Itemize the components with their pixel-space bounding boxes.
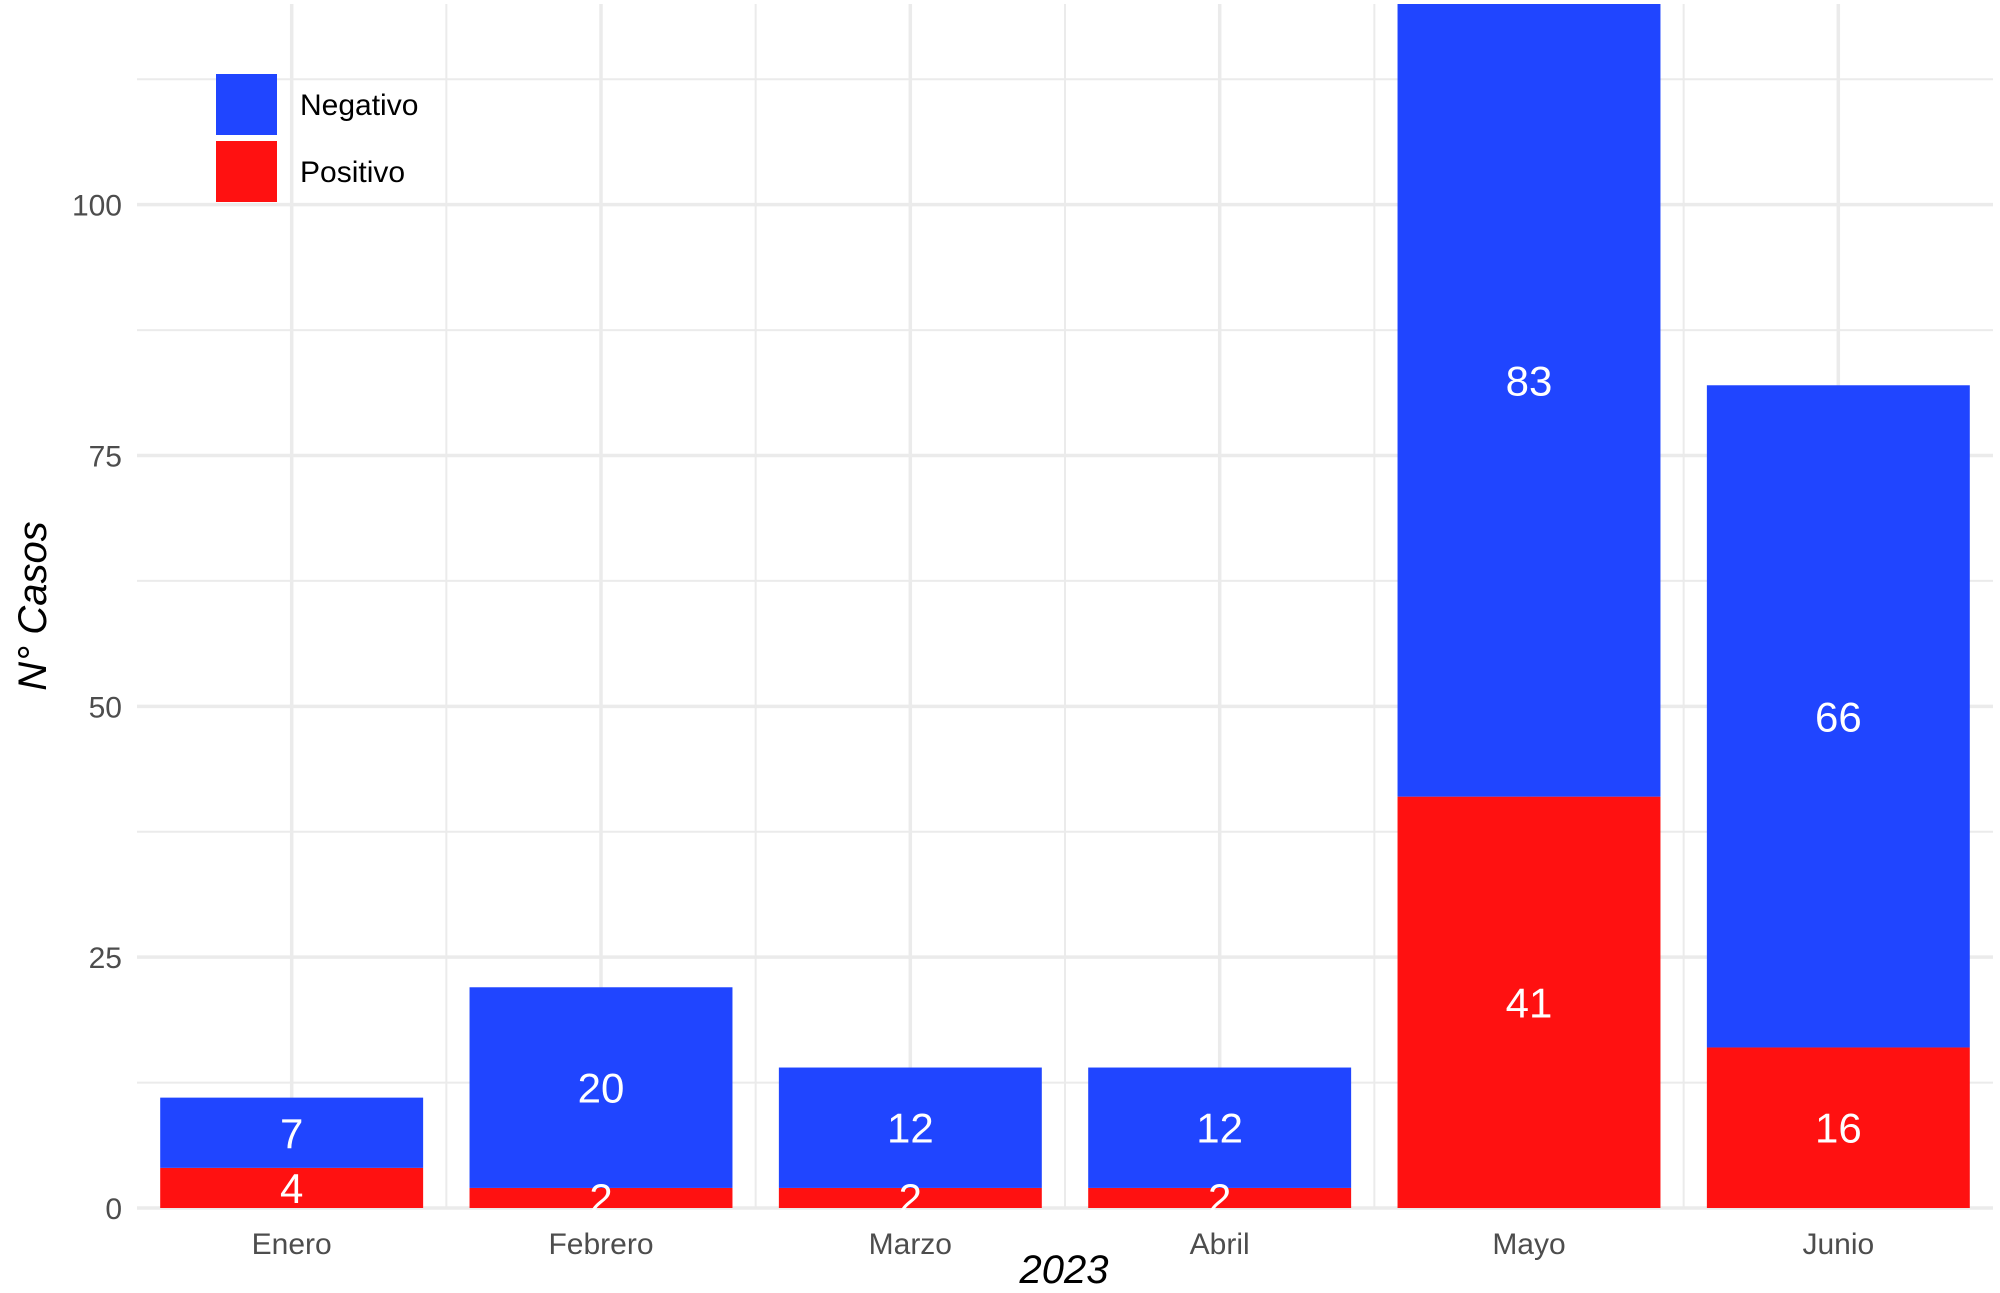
bar-positivo-junio	[1706, 1047, 1970, 1208]
x-tick-label: Febrero	[548, 1228, 653, 1261]
bar-negativo-febrero	[469, 987, 733, 1188]
bar-negativo-abril	[1088, 1067, 1352, 1188]
bar-negativo-marzo	[778, 1067, 1042, 1188]
y-axis-ticks: 0 25 50 75 100	[72, 190, 122, 1226]
y-tick-label: 0	[105, 1193, 122, 1226]
legend-swatch-negativo	[216, 74, 277, 135]
bar-positivo-mayo	[1397, 796, 1661, 1208]
data-label-positivo-abril: 2	[1208, 1175, 1231, 1222]
legend: Negativo Positivo	[216, 74, 418, 202]
legend-label-negativo: Negativo	[300, 89, 418, 122]
x-tick-label: Marzo	[869, 1228, 952, 1261]
data-label-negativo-marzo: 12	[887, 1105, 934, 1152]
bar-positivo-febrero	[469, 1187, 733, 1208]
data-label-negativo-junio: 66	[1815, 693, 1862, 740]
x-tick-label: Mayo	[1492, 1228, 1565, 1261]
y-tick-label: 50	[89, 691, 122, 724]
x-tick-label: Junio	[1802, 1228, 1874, 1261]
y-axis-title: N° Casos	[11, 521, 55, 690]
legend-swatch-positivo	[216, 141, 277, 202]
bar-positivo-marzo	[778, 1187, 1042, 1208]
bar-negativo-mayo	[1397, 4, 1661, 797]
data-label-positivo-mayo: 41	[1506, 979, 1553, 1026]
x-axis-title: 2023	[1019, 1248, 1109, 1292]
data-label-negativo-abril: 12	[1196, 1105, 1243, 1152]
x-tick-label: Enero	[252, 1228, 332, 1261]
bars	[160, 4, 1970, 1208]
bar-positivo-enero	[160, 1167, 424, 1208]
data-label-positivo-junio: 16	[1815, 1105, 1862, 1152]
x-tick-label: Abril	[1190, 1228, 1250, 1261]
y-tick-label: 100	[72, 190, 122, 223]
x-axis-ticks: Enero Febrero Marzo Abril Mayo Junio	[252, 1228, 1875, 1261]
data-label-positivo-enero: 4	[280, 1165, 303, 1212]
y-tick-label: 75	[89, 441, 122, 474]
bar-positivo-abril	[1088, 1187, 1352, 1208]
data-label-negativo-febrero: 20	[578, 1065, 625, 1112]
legend-label-positivo: Positivo	[300, 156, 405, 189]
data-labels: 4 7 2 20 2 12 2 12 41 83 16 66	[280, 357, 1862, 1222]
data-label-negativo-mayo: 83	[1506, 357, 1553, 404]
bar-negativo-enero	[160, 1097, 424, 1168]
data-label-positivo-marzo: 2	[899, 1175, 922, 1222]
data-label-positivo-febrero: 2	[589, 1175, 612, 1222]
data-label-negativo-enero: 7	[280, 1110, 303, 1157]
bar-negativo-junio	[1706, 385, 1970, 1048]
y-tick-label: 25	[89, 942, 122, 975]
